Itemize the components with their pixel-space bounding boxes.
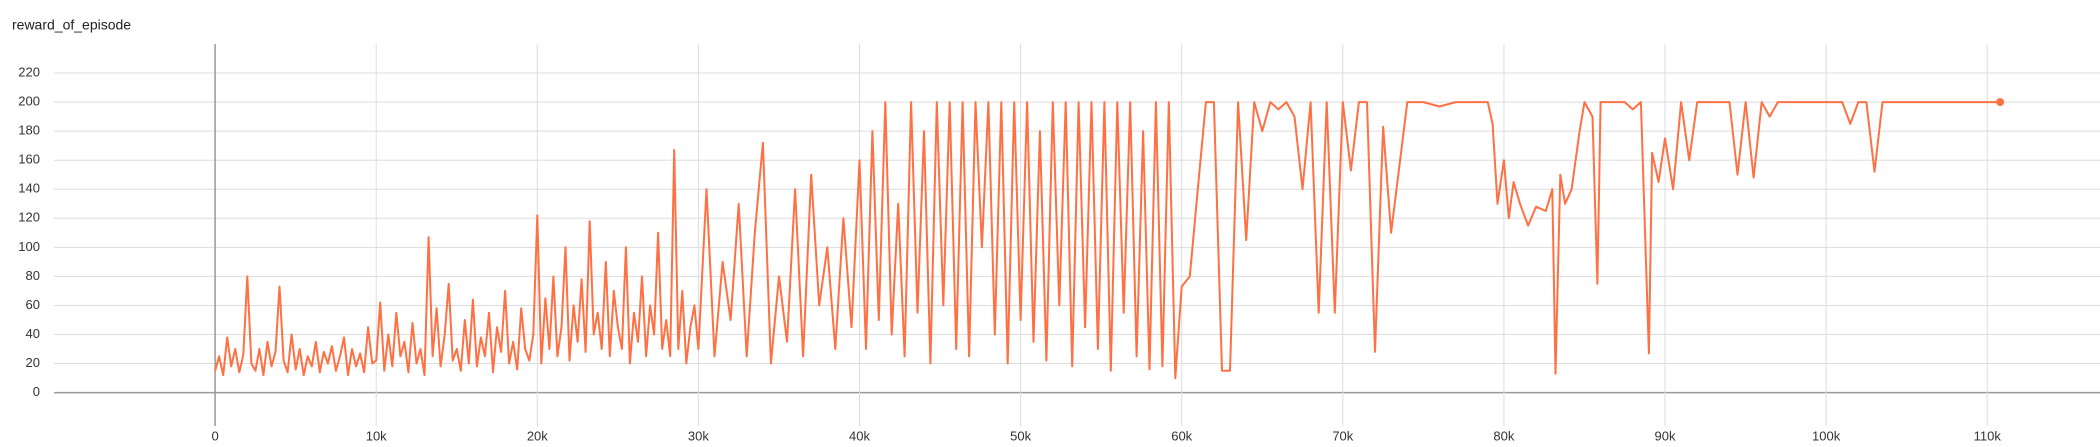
x-tick-label: 80k — [1493, 428, 1514, 443]
x-tick-label: 0 — [211, 428, 218, 443]
x-tick-label: 90k — [1655, 428, 1676, 443]
y-tick-label: 120 — [18, 210, 40, 225]
x-tick-label: 10k — [366, 428, 387, 443]
x-tick-label: 40k — [849, 428, 870, 443]
x-tick-label: 20k — [527, 428, 548, 443]
reward-line — [214, 101, 2001, 380]
y-tick-label: 140 — [18, 181, 40, 196]
last-point — [1996, 98, 2005, 107]
y-tick-label: 200 — [18, 94, 40, 109]
chart-title: reward_of_episode — [12, 17, 131, 33]
y-tick-label: 220 — [18, 64, 40, 79]
y-tick-label: 80 — [26, 268, 40, 283]
x-tick-label: 110k — [1974, 428, 2002, 443]
y-tick-label: 100 — [18, 239, 40, 254]
y-tick-label: 160 — [18, 152, 40, 167]
x-tick-label: 70k — [1332, 428, 1353, 443]
x-tick-label: 50k — [1010, 428, 1031, 443]
x-tick-label: 30k — [688, 428, 709, 443]
y-tick-label: 20 — [26, 355, 40, 370]
y-tick-label: 60 — [26, 297, 40, 312]
y-tick-label: 180 — [18, 123, 40, 138]
y-tick-label: 0 — [33, 384, 40, 399]
x-tick-label: 100k — [1812, 428, 1841, 443]
x-tick-label: 60k — [1171, 428, 1192, 443]
y-tick-label: 40 — [26, 326, 40, 341]
